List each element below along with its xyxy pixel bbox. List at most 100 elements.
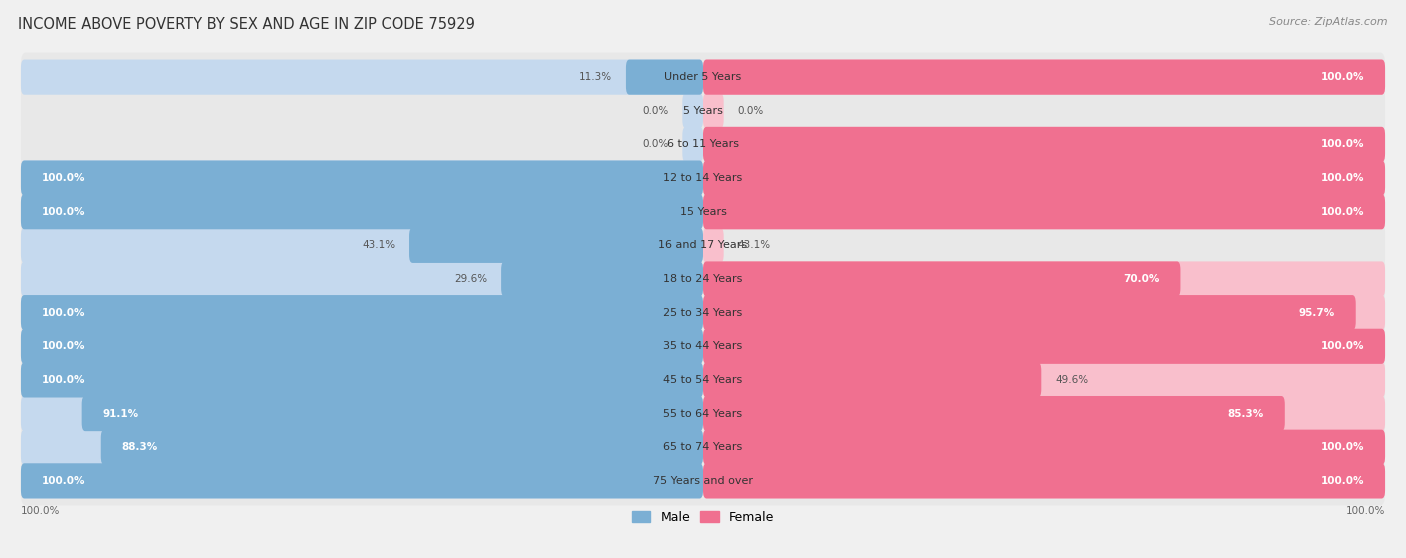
Text: 100.0%: 100.0%	[1320, 173, 1364, 183]
Text: 100.0%: 100.0%	[1320, 476, 1364, 486]
FancyBboxPatch shape	[21, 194, 703, 229]
Text: 18 to 24 Years: 18 to 24 Years	[664, 274, 742, 284]
FancyBboxPatch shape	[703, 396, 1285, 431]
Text: 49.6%: 49.6%	[1054, 375, 1088, 385]
FancyBboxPatch shape	[703, 430, 1385, 465]
FancyBboxPatch shape	[21, 362, 703, 397]
Text: 100.0%: 100.0%	[1320, 72, 1364, 82]
FancyBboxPatch shape	[21, 463, 703, 498]
Text: 75 Years and over: 75 Years and over	[652, 476, 754, 486]
FancyBboxPatch shape	[21, 456, 1385, 506]
FancyBboxPatch shape	[703, 329, 1385, 364]
Text: 100.0%: 100.0%	[1320, 442, 1364, 452]
FancyBboxPatch shape	[703, 362, 1385, 397]
Text: 25 to 34 Years: 25 to 34 Years	[664, 307, 742, 318]
FancyBboxPatch shape	[703, 463, 1385, 498]
FancyBboxPatch shape	[703, 228, 724, 263]
FancyBboxPatch shape	[703, 261, 1385, 297]
FancyBboxPatch shape	[21, 161, 703, 196]
Text: 100.0%: 100.0%	[21, 506, 60, 516]
FancyBboxPatch shape	[21, 321, 1385, 371]
FancyBboxPatch shape	[21, 463, 703, 498]
FancyBboxPatch shape	[703, 127, 1385, 162]
FancyBboxPatch shape	[703, 93, 724, 128]
FancyBboxPatch shape	[101, 430, 703, 465]
FancyBboxPatch shape	[682, 127, 703, 162]
Text: 100.0%: 100.0%	[42, 307, 86, 318]
FancyBboxPatch shape	[703, 161, 1385, 196]
FancyBboxPatch shape	[501, 261, 703, 297]
FancyBboxPatch shape	[82, 396, 703, 431]
FancyBboxPatch shape	[703, 127, 1385, 162]
Text: 12 to 14 Years: 12 to 14 Years	[664, 173, 742, 183]
FancyBboxPatch shape	[703, 362, 1042, 397]
Text: 5 Years: 5 Years	[683, 106, 723, 116]
FancyBboxPatch shape	[21, 288, 1385, 337]
FancyBboxPatch shape	[703, 261, 1181, 297]
Text: 100.0%: 100.0%	[1346, 506, 1385, 516]
FancyBboxPatch shape	[703, 194, 1385, 229]
FancyBboxPatch shape	[21, 254, 1385, 304]
FancyBboxPatch shape	[21, 228, 703, 263]
Text: INCOME ABOVE POVERTY BY SEX AND AGE IN ZIP CODE 75929: INCOME ABOVE POVERTY BY SEX AND AGE IN Z…	[18, 17, 475, 32]
Text: 43.1%: 43.1%	[738, 240, 770, 251]
FancyBboxPatch shape	[21, 161, 703, 196]
FancyBboxPatch shape	[703, 194, 1385, 229]
FancyBboxPatch shape	[703, 463, 1385, 498]
FancyBboxPatch shape	[21, 396, 703, 431]
FancyBboxPatch shape	[703, 161, 1385, 196]
FancyBboxPatch shape	[21, 187, 1385, 237]
FancyBboxPatch shape	[21, 422, 1385, 472]
Text: 15 Years: 15 Years	[679, 206, 727, 217]
Text: 100.0%: 100.0%	[42, 476, 86, 486]
Text: 43.1%: 43.1%	[363, 240, 395, 251]
FancyBboxPatch shape	[626, 60, 703, 95]
FancyBboxPatch shape	[703, 329, 1385, 364]
Text: 85.3%: 85.3%	[1227, 408, 1264, 418]
FancyBboxPatch shape	[21, 261, 703, 297]
Text: 16 and 17 Years: 16 and 17 Years	[658, 240, 748, 251]
FancyBboxPatch shape	[703, 396, 1385, 431]
Text: 100.0%: 100.0%	[42, 173, 86, 183]
Text: 35 to 44 Years: 35 to 44 Years	[664, 341, 742, 352]
Text: 0.0%: 0.0%	[643, 140, 669, 150]
FancyBboxPatch shape	[703, 60, 1385, 95]
FancyBboxPatch shape	[21, 329, 703, 364]
Text: Under 5 Years: Under 5 Years	[665, 72, 741, 82]
Text: 100.0%: 100.0%	[42, 206, 86, 217]
FancyBboxPatch shape	[21, 295, 703, 330]
Text: 0.0%: 0.0%	[738, 106, 763, 116]
Text: 70.0%: 70.0%	[1123, 274, 1160, 284]
Text: 100.0%: 100.0%	[42, 341, 86, 352]
Text: 91.1%: 91.1%	[103, 408, 138, 418]
FancyBboxPatch shape	[21, 221, 1385, 270]
FancyBboxPatch shape	[21, 362, 703, 397]
FancyBboxPatch shape	[21, 60, 703, 95]
Text: 65 to 74 Years: 65 to 74 Years	[664, 442, 742, 452]
Text: 88.3%: 88.3%	[121, 442, 157, 452]
Text: 0.0%: 0.0%	[643, 106, 669, 116]
Text: 100.0%: 100.0%	[42, 375, 86, 385]
Text: 100.0%: 100.0%	[1320, 140, 1364, 150]
Text: 95.7%: 95.7%	[1299, 307, 1336, 318]
Text: 29.6%: 29.6%	[454, 274, 488, 284]
FancyBboxPatch shape	[703, 295, 1385, 330]
FancyBboxPatch shape	[21, 52, 1385, 102]
FancyBboxPatch shape	[703, 60, 1385, 95]
FancyBboxPatch shape	[21, 194, 703, 229]
FancyBboxPatch shape	[703, 430, 1385, 465]
Text: 6 to 11 Years: 6 to 11 Years	[666, 140, 740, 150]
FancyBboxPatch shape	[21, 86, 1385, 136]
Text: 55 to 64 Years: 55 to 64 Years	[664, 408, 742, 418]
FancyBboxPatch shape	[21, 120, 1385, 169]
Text: 45 to 54 Years: 45 to 54 Years	[664, 375, 742, 385]
Text: Source: ZipAtlas.com: Source: ZipAtlas.com	[1270, 17, 1388, 27]
FancyBboxPatch shape	[409, 228, 703, 263]
FancyBboxPatch shape	[21, 355, 1385, 405]
FancyBboxPatch shape	[21, 295, 703, 330]
Text: 100.0%: 100.0%	[1320, 341, 1364, 352]
Legend: Male, Female: Male, Female	[627, 506, 779, 529]
FancyBboxPatch shape	[21, 430, 703, 465]
FancyBboxPatch shape	[682, 93, 703, 128]
Text: 100.0%: 100.0%	[1320, 206, 1364, 217]
